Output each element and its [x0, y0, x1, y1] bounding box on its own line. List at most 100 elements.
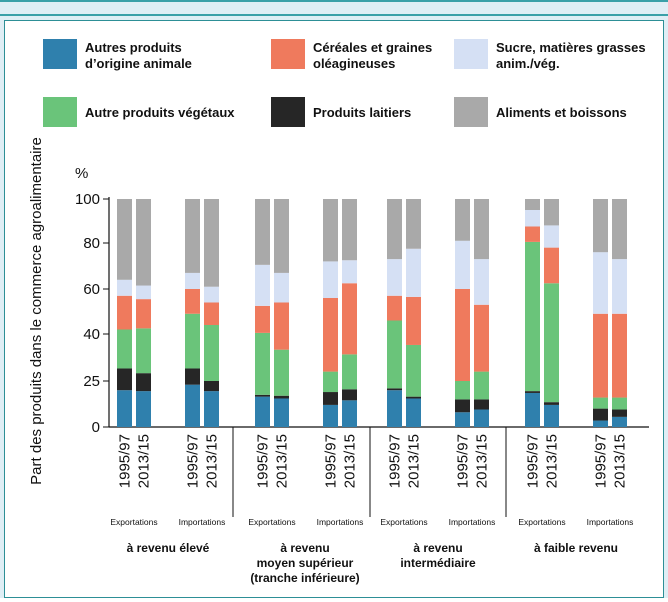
bar-segment-animal — [593, 420, 608, 427]
bar-segment-cereals — [342, 283, 357, 355]
bar-segment-veg — [185, 313, 200, 369]
bar-segment-veg — [455, 381, 470, 400]
bar-segment-dairy — [474, 399, 489, 410]
bar-segment-cereals — [255, 305, 270, 333]
bar-segment-cereals — [525, 226, 540, 242]
group-label: (tranche inférieure) — [250, 571, 359, 585]
y-tick-label-100: 100 — [75, 191, 100, 208]
bar-segment-cereals — [136, 299, 151, 329]
bar-segment-dairy — [593, 408, 608, 421]
y-axis-label: Part des produits dans le commerce agroa… — [28, 137, 45, 485]
bar-segment-dairy — [387, 388, 402, 391]
bar-segment-cereals — [455, 289, 470, 381]
bar-segment-sugar — [474, 259, 489, 305]
bar-segment-veg — [474, 371, 489, 400]
bar-segment-dairy — [406, 396, 421, 399]
bar-segment-sugar — [544, 225, 559, 248]
bar-year-label: 2013/15 — [474, 434, 491, 488]
flow-label: Importations — [179, 517, 226, 527]
flow-label: Exportations — [380, 517, 427, 527]
group-label: à revenu élevé — [127, 541, 210, 555]
bar-segment-veg — [612, 397, 627, 410]
bar-segment-sugar — [274, 272, 289, 303]
bar-segment-dairy — [323, 392, 338, 405]
legend-swatch-food — [454, 97, 488, 127]
bar-segment-cereals — [474, 304, 489, 372]
bar-segment-veg — [136, 328, 151, 374]
bar-segment-food — [323, 199, 338, 262]
bars — [117, 199, 627, 427]
bar-segment-food — [185, 199, 200, 273]
bar-segment-cereals — [323, 298, 338, 372]
bar-year-label: 2013/15 — [342, 434, 359, 488]
bar-segment-dairy — [136, 373, 151, 392]
bar-segment-sugar — [204, 286, 219, 303]
flow-label: Importations — [317, 517, 364, 527]
chart-panel: Autres produits d’origine animale Céréales… — [4, 20, 664, 598]
bar-segment-food — [255, 199, 270, 265]
legend-label-animal: d’origine animale — [85, 56, 192, 71]
bar-segment-veg — [255, 332, 270, 395]
bar-segment-veg — [406, 344, 421, 397]
bar-year-label: 1995/97 — [185, 434, 202, 488]
y-tick-label-25: 25 — [83, 373, 100, 390]
bar-segment-sugar — [387, 259, 402, 296]
flow-label: Importations — [587, 517, 634, 527]
bar-segment-cereals — [406, 296, 421, 345]
bar-segment-food — [612, 199, 627, 260]
bar-segment-cereals — [185, 289, 200, 314]
bar-segment-sugar — [117, 279, 132, 296]
bar-segment-animal — [455, 412, 470, 427]
bar-segment-sugar — [593, 252, 608, 314]
bar-segment-animal — [406, 398, 421, 427]
bar-segment-dairy — [612, 409, 627, 417]
flow-label: Exportations — [518, 517, 565, 527]
bar-segment-dairy — [117, 368, 132, 391]
y-tick-label-40: 40 — [83, 326, 100, 343]
bar-segment-cereals — [387, 295, 402, 321]
bar-segment-sugar — [455, 240, 470, 289]
bar-year-label: 1995/97 — [117, 434, 134, 488]
legend-label-animal: Autres produits — [85, 40, 182, 55]
y-tick-label-60: 60 — [83, 281, 100, 298]
bar-segment-food — [342, 199, 357, 261]
legend-label-cereals: Céréales et graines — [313, 40, 432, 55]
bar-year-label: 2013/15 — [136, 434, 153, 488]
legend-label-sugar: Sucre, matières grasses — [496, 40, 646, 55]
flow-label: Exportations — [110, 517, 157, 527]
bar-segment-sugar — [612, 259, 627, 314]
bar-segment-cereals — [117, 295, 132, 330]
bar-segment-sugar — [255, 264, 270, 306]
bar-segment-dairy — [204, 381, 219, 392]
bar-segment-cereals — [593, 313, 608, 398]
group-label: à revenu — [413, 541, 462, 555]
legend-swatch-dairy — [271, 97, 305, 127]
bar-segment-food — [455, 199, 470, 241]
bar-segment-sugar — [406, 248, 421, 297]
bar-segment-veg — [117, 329, 132, 369]
bar-segment-animal — [525, 392, 540, 427]
bar-year-label: 1995/97 — [255, 434, 272, 488]
top-rule — [0, 14, 668, 16]
bar-segment-food — [274, 199, 289, 273]
group-label: à revenu — [280, 541, 329, 555]
group-label: moyen supérieur — [257, 556, 354, 570]
legend-label-food: Aliments et boissons — [496, 105, 627, 120]
legend-label-cereals: oléagineuses — [313, 56, 395, 71]
bar-segment-food — [117, 199, 132, 280]
bar-segment-animal — [342, 400, 357, 427]
bar-year-label: 2013/15 — [612, 434, 629, 488]
bar-segment-veg — [342, 354, 357, 390]
bar-segment-food — [406, 199, 421, 249]
bar-segment-veg — [593, 397, 608, 409]
bar-segment-food — [204, 199, 219, 287]
y-unit-label: % — [75, 165, 88, 182]
bar-year-label: 1995/97 — [455, 434, 472, 488]
y-axis: 0 25 40 60 80 100 — [75, 191, 649, 436]
bar-segment-food — [387, 199, 402, 260]
bar-segment-cereals — [204, 302, 219, 325]
